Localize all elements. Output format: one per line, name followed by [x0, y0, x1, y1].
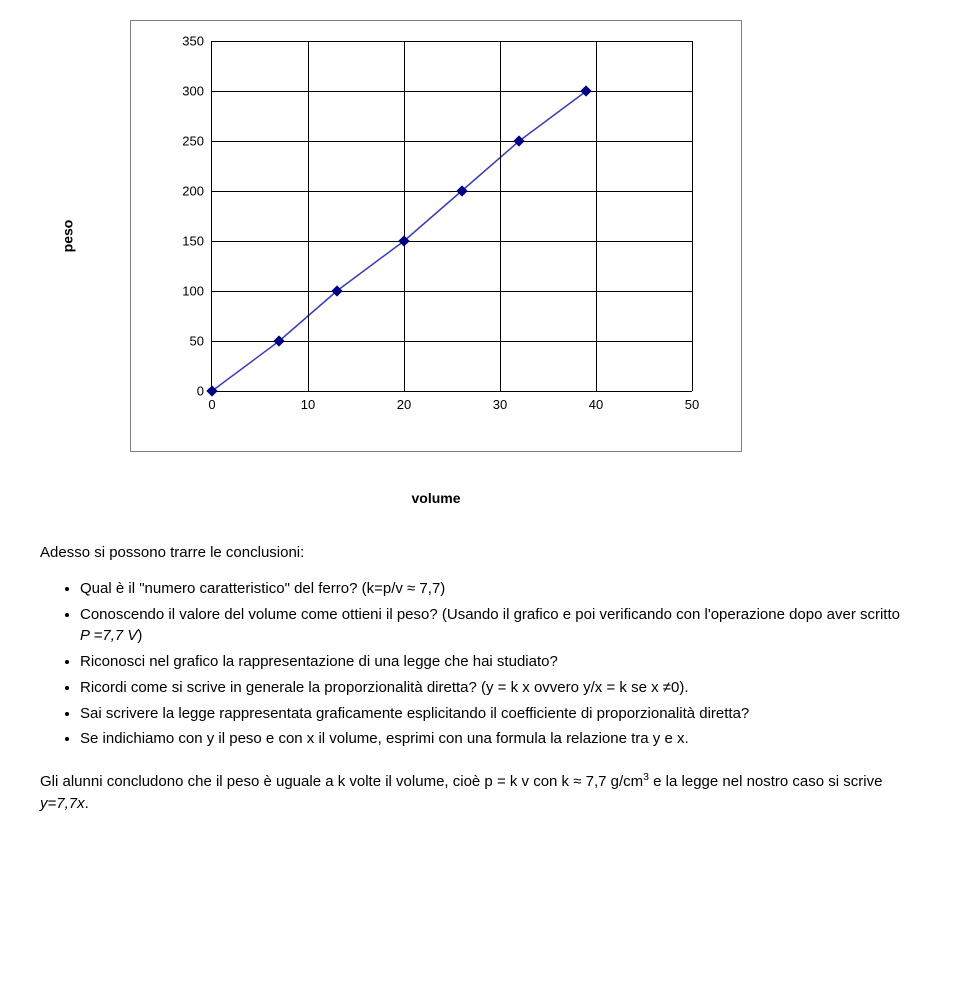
ytick-label: 350 [164, 34, 212, 49]
chart-line [212, 41, 692, 391]
bullet-item: Se indichiamo con y il peso e con x il v… [80, 728, 900, 750]
chart-frame: peso 05010015020025030035001020304050 vo… [130, 20, 742, 452]
xtick-label: 20 [389, 391, 419, 412]
gridline-h [212, 41, 692, 42]
intro-text: Adesso si possono trarre le conclusioni: [40, 542, 900, 564]
ytick-label: 100 [164, 284, 212, 299]
gridline-v [308, 41, 309, 391]
conclusion-text: Gli alunni concludono che il peso è ugua… [40, 770, 900, 815]
gridline-v [500, 41, 501, 391]
gridline-v [692, 41, 693, 391]
bullet-list: Qual è il "numero caratteristico" del fe… [40, 578, 900, 750]
xtick-label: 50 [677, 391, 707, 412]
gridline-h [212, 241, 692, 242]
ytick-label: 50 [164, 334, 212, 349]
ytick-label: 150 [164, 234, 212, 249]
ytick-label: 250 [164, 134, 212, 149]
gridline-h [212, 141, 692, 142]
bullet-item: Sai scrivere la legge rappresentata graf… [80, 703, 900, 725]
bullet-item: Conoscendo il valore del volume come ott… [80, 604, 900, 648]
xtick-label: 40 [581, 391, 611, 412]
bullet-item: Riconosci nel grafico la rappresentazion… [80, 651, 900, 673]
body-text: Adesso si possono trarre le conclusioni:… [40, 542, 900, 815]
gridline-v [404, 41, 405, 391]
gridline-v [596, 41, 597, 391]
chart-plot-area: 05010015020025030035001020304050 [211, 41, 692, 392]
chart-ylabel: peso [59, 220, 75, 253]
gridline-h [212, 91, 692, 92]
bullet-item: Qual è il "numero caratteristico" del fe… [80, 578, 900, 600]
chart-xlabel: volume [411, 490, 460, 506]
xtick-label: 10 [293, 391, 323, 412]
xtick-label: 30 [485, 391, 515, 412]
ytick-label: 200 [164, 184, 212, 199]
gridline-h [212, 291, 692, 292]
ytick-label: 300 [164, 84, 212, 99]
bullet-item: Ricordi come si scrive in generale la pr… [80, 677, 900, 699]
gridline-h [212, 191, 692, 192]
